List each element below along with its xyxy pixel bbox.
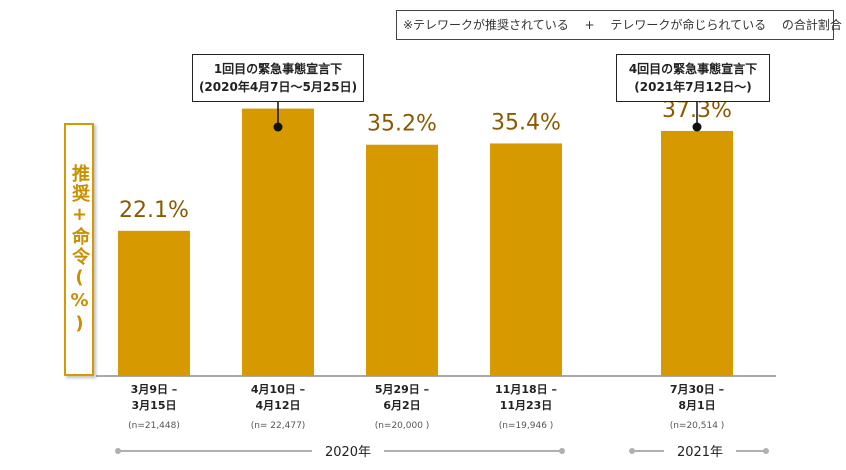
bar-3 <box>490 143 562 376</box>
value-label-2: 35.2% <box>367 112 437 137</box>
sample-size-4: (n=20,514 ) <box>670 421 725 431</box>
year-label-2020: 2020年 <box>325 445 371 460</box>
bar-1 <box>242 108 314 376</box>
year-2021-dot-right <box>763 448 769 454</box>
category-label-0-line2: 3月15日 <box>132 399 177 412</box>
category-label-2-line1: 5月29日 – <box>375 383 429 396</box>
sample-size-3: (n=19,946 ) <box>499 421 554 431</box>
bar-4 <box>661 130 733 376</box>
note-plus: + <box>584 18 595 32</box>
note-box: ※テレワークが推奨されている + テレワークが命じられている の合計割合 <box>396 10 842 40</box>
year-2020-dot-left <box>115 448 121 454</box>
category-label-2-line2: 6月2日 <box>383 399 420 412</box>
year-2021-dot-left <box>629 448 635 454</box>
category-label-4-line2: 8月1日 <box>678 399 715 412</box>
year-2020-dot-right <box>559 448 565 454</box>
callout-first-emergency: 1回目の緊急事態宣言下 (2020年4月7日～5月25日) <box>192 54 364 102</box>
callout-first-period: (2020年4月7日～5月25日) <box>198 80 358 94</box>
year-label-2021: 2021年 <box>677 445 723 460</box>
category-label-3-line1: 11月18日 – <box>495 383 557 396</box>
note-text-ordered: テレワークが命じられている <box>610 18 767 32</box>
sample-size-1: (n= 22,477) <box>251 421 306 431</box>
callout-fourth-emergency: 4回目の緊急事態宣言下 (2021年7月12日～) <box>616 54 770 102</box>
note-text-recommended: ※テレワークが推奨されている <box>403 18 569 32</box>
category-label-1-line1: 4月10日 – <box>251 383 305 396</box>
callout-dot-1 <box>692 122 702 132</box>
callout-fourth-period: (2021年7月12日～) <box>634 80 752 94</box>
category-label-1-line2: 4月12日 <box>256 399 301 412</box>
sample-size-2: (n=20,000 ) <box>375 421 430 431</box>
value-label-0: 22.1% <box>119 198 189 223</box>
callout-dot-0 <box>273 122 283 132</box>
value-label-3: 35.4% <box>491 110 561 135</box>
bar-2 <box>366 144 438 376</box>
sample-size-0: (n=21,448) <box>128 421 180 431</box>
category-label-4-line1: 7月30日 – <box>670 383 724 396</box>
callout-first-title: 1回目の緊急事態宣言下 <box>213 62 343 76</box>
callout-fourth-title: 4回目の緊急事態宣言下 <box>628 62 758 76</box>
category-label-3-line2: 11月23日 <box>500 399 553 412</box>
note-suffix: の合計割合 <box>781 18 842 32</box>
category-label-0-line1: 3月9日 – <box>131 383 178 396</box>
bar-0 <box>118 230 190 376</box>
y-axis-label: 推奨+命令(%) <box>64 123 94 376</box>
